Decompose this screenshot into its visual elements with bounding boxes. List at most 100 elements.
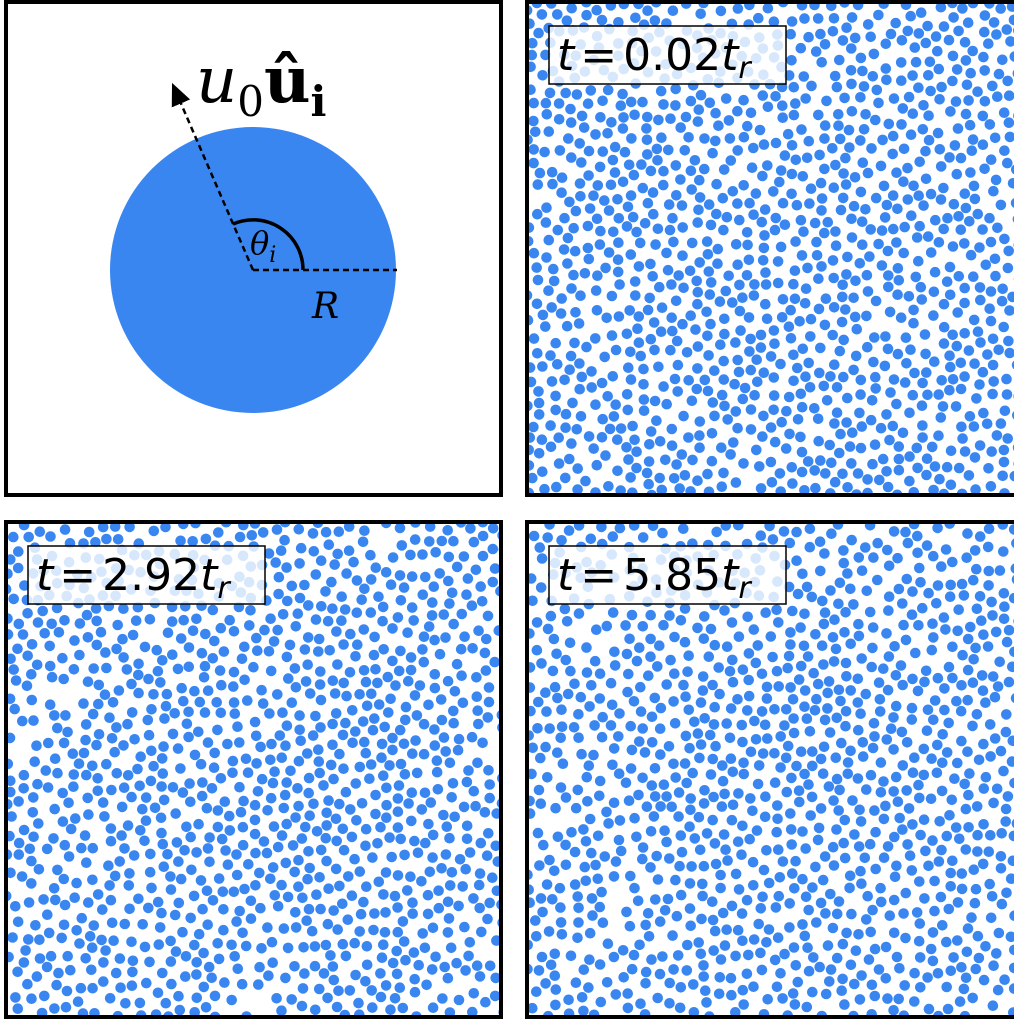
particle — [69, 635, 80, 646]
particle — [931, 31, 942, 42]
particle — [949, 199, 960, 210]
particle — [294, 710, 305, 721]
particle — [42, 844, 53, 855]
particle — [735, 325, 746, 336]
particle — [634, 642, 645, 653]
particle — [157, 753, 168, 764]
particle — [576, 749, 587, 760]
particle — [573, 732, 584, 743]
equals: = — [580, 550, 617, 601]
particle — [727, 617, 738, 628]
particle — [914, 793, 925, 804]
particle — [469, 786, 480, 797]
particle — [349, 938, 360, 949]
particle — [272, 625, 283, 636]
particle — [601, 807, 612, 818]
particle — [636, 159, 647, 170]
particle — [232, 721, 243, 732]
particle — [590, 333, 601, 344]
particle — [37, 606, 48, 617]
particle — [742, 270, 753, 281]
particle — [767, 652, 778, 663]
particle — [644, 439, 655, 450]
particle — [796, 43, 807, 54]
particle — [867, 643, 878, 654]
particle — [909, 996, 920, 1007]
particle — [172, 837, 183, 848]
particle — [768, 405, 779, 416]
particle — [293, 608, 304, 619]
particle — [436, 694, 447, 705]
particle — [809, 403, 820, 414]
particle — [976, 615, 987, 626]
particle — [668, 5, 679, 16]
particle — [41, 765, 52, 776]
particle — [985, 830, 996, 841]
particle — [871, 296, 882, 307]
particle — [781, 704, 792, 715]
particle — [488, 523, 499, 534]
particle — [551, 482, 562, 493]
particle — [81, 770, 92, 781]
particle — [117, 634, 128, 645]
particle — [588, 190, 599, 201]
particle — [530, 915, 541, 926]
particle — [556, 308, 567, 319]
particle — [900, 377, 911, 388]
particle — [235, 532, 246, 543]
particle — [504, 955, 515, 966]
particle — [777, 100, 788, 111]
particle — [997, 55, 1008, 66]
particle — [987, 610, 998, 621]
particle — [829, 302, 840, 313]
particle — [570, 246, 581, 257]
particle — [939, 705, 950, 716]
particle — [482, 850, 493, 861]
particle — [786, 773, 797, 784]
particle — [804, 136, 815, 147]
particle — [393, 927, 404, 938]
particle — [923, 70, 934, 81]
particle — [28, 807, 39, 818]
particle — [728, 767, 739, 778]
particle — [907, 674, 918, 685]
particle — [234, 782, 245, 793]
particle — [900, 933, 911, 944]
particle — [964, 345, 975, 356]
particle — [365, 550, 376, 561]
particle — [719, 829, 730, 840]
particle — [675, 1003, 686, 1014]
particle — [173, 743, 184, 754]
particle — [602, 391, 613, 402]
particle — [73, 996, 84, 1007]
particle — [826, 964, 837, 975]
particle — [556, 704, 567, 715]
particle — [852, 324, 863, 335]
particle — [329, 559, 340, 570]
particle — [1002, 76, 1013, 87]
particle — [757, 892, 768, 903]
particle — [393, 870, 404, 881]
particle — [727, 815, 738, 826]
particle — [374, 877, 385, 888]
particle — [650, 239, 661, 250]
particle — [565, 666, 576, 677]
particle — [552, 9, 563, 20]
particle — [153, 897, 164, 908]
particle — [359, 584, 370, 595]
time-var: t — [557, 550, 576, 601]
particle — [321, 808, 332, 819]
particle — [586, 848, 597, 859]
particle — [66, 824, 77, 835]
particle — [813, 110, 824, 121]
particle — [378, 770, 389, 781]
particle — [707, 680, 718, 691]
particle — [255, 742, 266, 753]
particle — [42, 962, 53, 973]
particle — [1007, 662, 1014, 673]
particle — [661, 791, 672, 802]
particle — [666, 312, 677, 323]
particle — [484, 898, 495, 909]
particle — [590, 656, 601, 667]
particle — [829, 182, 840, 193]
